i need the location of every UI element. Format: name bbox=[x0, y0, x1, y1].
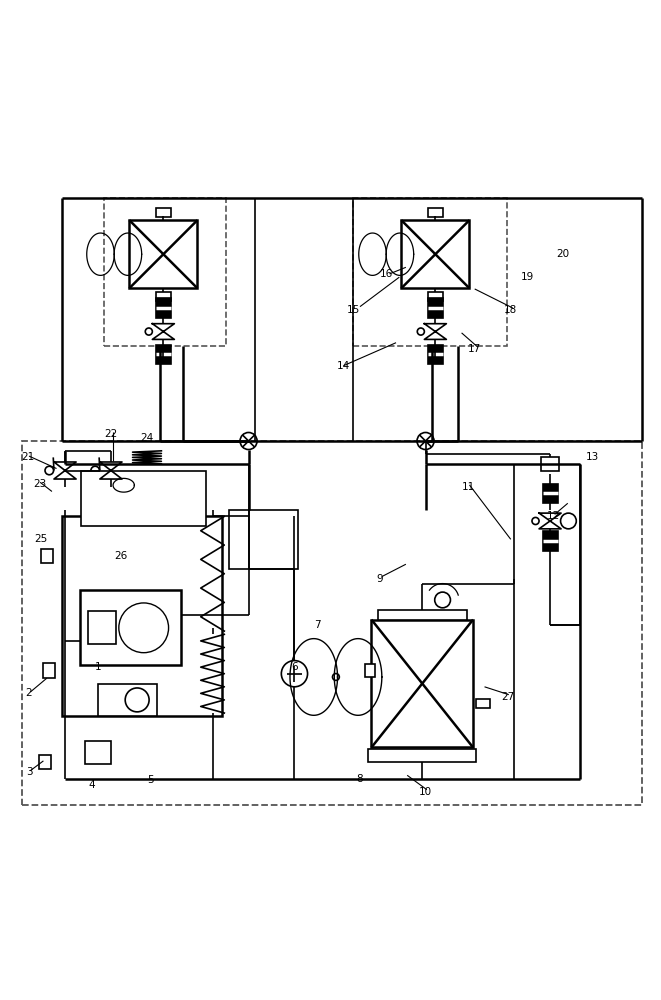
Text: 17: 17 bbox=[468, 344, 481, 354]
Text: 10: 10 bbox=[419, 787, 432, 797]
Bar bbox=[401, 220, 469, 288]
Bar bbox=[156, 292, 171, 301]
Bar bbox=[111, 474, 153, 497]
Text: 25: 25 bbox=[34, 534, 48, 544]
Bar bbox=[354, 198, 508, 346]
Text: 26: 26 bbox=[114, 551, 128, 561]
Bar bbox=[43, 663, 55, 678]
Bar bbox=[80, 590, 181, 665]
Text: 23: 23 bbox=[33, 479, 46, 489]
Bar bbox=[130, 220, 198, 288]
Bar bbox=[428, 208, 443, 217]
Text: 14: 14 bbox=[337, 361, 350, 371]
Bar bbox=[22, 441, 642, 805]
Bar bbox=[541, 457, 559, 471]
Text: 16: 16 bbox=[379, 269, 393, 279]
Text: 27: 27 bbox=[501, 692, 514, 702]
Text: 9: 9 bbox=[376, 574, 383, 584]
Bar bbox=[476, 699, 490, 708]
Bar bbox=[98, 684, 157, 716]
Bar bbox=[42, 549, 54, 563]
Text: 2: 2 bbox=[26, 688, 32, 698]
Bar bbox=[85, 741, 111, 764]
Bar bbox=[229, 510, 297, 569]
Bar bbox=[81, 471, 206, 526]
Text: 12: 12 bbox=[547, 511, 560, 521]
Bar bbox=[378, 610, 467, 620]
Text: 18: 18 bbox=[504, 305, 518, 315]
Bar bbox=[428, 345, 443, 364]
Text: 6: 6 bbox=[291, 662, 297, 672]
Bar bbox=[156, 298, 171, 318]
Text: 5: 5 bbox=[147, 775, 153, 785]
Bar bbox=[88, 611, 116, 644]
Text: 20: 20 bbox=[557, 249, 570, 259]
Text: 21: 21 bbox=[21, 452, 34, 462]
Bar bbox=[371, 620, 473, 747]
Bar bbox=[428, 292, 443, 301]
Text: 3: 3 bbox=[26, 767, 32, 777]
Bar bbox=[365, 664, 375, 677]
Bar bbox=[104, 198, 225, 346]
Bar bbox=[40, 755, 52, 769]
Text: 24: 24 bbox=[140, 433, 153, 443]
Bar bbox=[368, 749, 477, 762]
Text: 11: 11 bbox=[461, 482, 475, 492]
Text: 15: 15 bbox=[347, 305, 360, 315]
Bar bbox=[156, 345, 171, 364]
Text: 13: 13 bbox=[586, 452, 600, 462]
Text: 22: 22 bbox=[104, 429, 118, 439]
Bar bbox=[61, 516, 222, 716]
Bar bbox=[543, 484, 558, 503]
Text: 7: 7 bbox=[314, 620, 321, 630]
Bar bbox=[543, 531, 558, 551]
Text: 8: 8 bbox=[357, 774, 364, 784]
Bar bbox=[428, 298, 443, 318]
Bar bbox=[156, 208, 171, 217]
Text: 4: 4 bbox=[88, 780, 95, 790]
Text: 1: 1 bbox=[95, 662, 101, 672]
Text: 19: 19 bbox=[520, 272, 534, 282]
